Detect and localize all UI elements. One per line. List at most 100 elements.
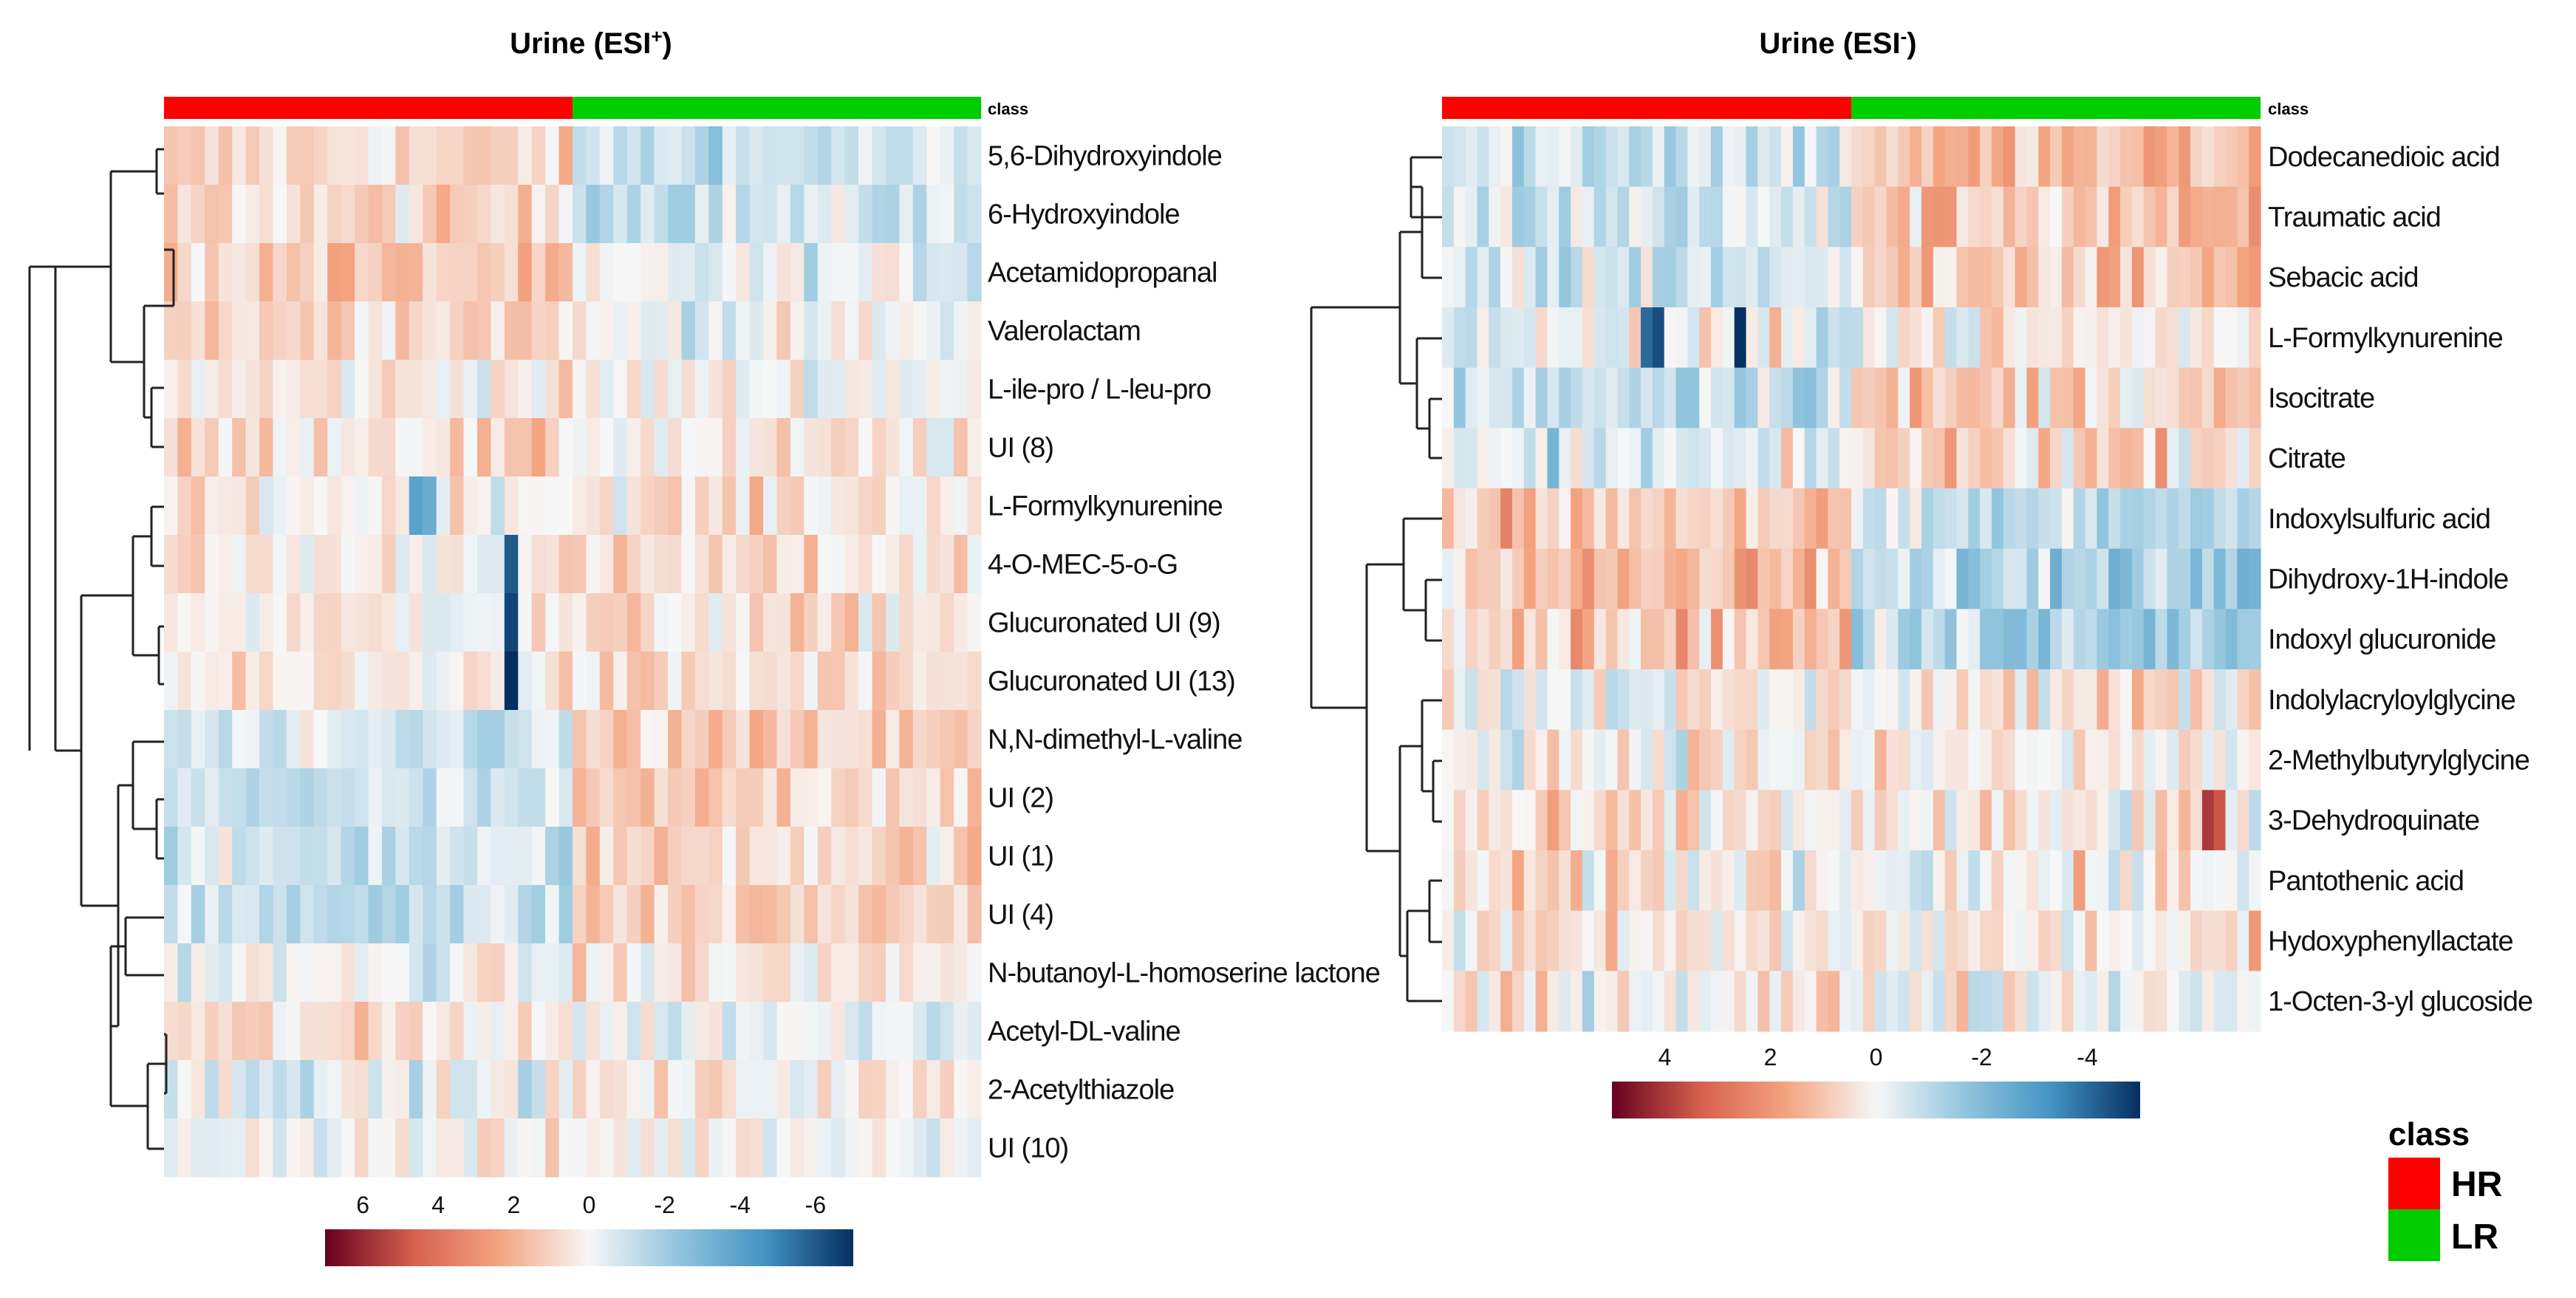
heatmap-cell (2179, 669, 2191, 731)
heatmap-cell (1571, 126, 1583, 188)
heatmap-cell (1593, 609, 1607, 670)
heatmap-cell (2038, 186, 2051, 247)
heatmap-cell (286, 652, 301, 711)
heatmap-cell (423, 1002, 437, 1061)
heatmap-cell (177, 418, 192, 477)
heatmap-cell (1746, 186, 1758, 247)
heatmap-cell (722, 476, 737, 536)
heatmap-cell (518, 360, 533, 419)
heatmap-cell (586, 185, 601, 244)
heatmap-cell (640, 943, 655, 1002)
heatmap-cell (2003, 850, 2016, 912)
heatmap-cell (1582, 186, 1595, 247)
heatmap-cell (681, 301, 696, 361)
heatmap-cell (1980, 307, 1992, 369)
heatmap-cell (1781, 367, 1794, 428)
heatmap-cell (640, 827, 655, 886)
heatmap-cell (1746, 548, 1758, 609)
heatmap-cell (491, 243, 505, 302)
heatmap-cell (327, 1118, 342, 1178)
color-scale-tick: 6 (356, 1192, 369, 1218)
heatmap-cell (286, 126, 301, 185)
heatmap-cell (899, 243, 914, 302)
heatmap-cell (2167, 186, 2179, 247)
heatmap-cell (436, 476, 451, 536)
heatmap-cell (2249, 428, 2261, 489)
heatmap-cell (899, 535, 914, 594)
heatmap-cell (463, 1118, 478, 1178)
heatmap-cell (259, 710, 274, 769)
heatmap-cell (1699, 910, 1712, 971)
heatmap-cell (436, 652, 451, 711)
heatmap-cell (1652, 548, 1665, 609)
heatmap-cell (368, 418, 383, 477)
heatmap-cell (722, 652, 737, 711)
heatmap-cell (2108, 488, 2121, 550)
heatmap-cell (1593, 850, 1607, 912)
heatmap-cell (817, 1002, 832, 1061)
heatmap-cell (1828, 910, 1840, 971)
heatmap-cell (2213, 971, 2227, 1032)
heatmap-cell (300, 943, 315, 1002)
heatmap-cell (1547, 428, 1559, 489)
heatmap-cell (2073, 126, 2086, 188)
heatmap-cell (558, 1118, 573, 1178)
color-scale-bar (325, 1229, 853, 1266)
heatmap-cell (954, 652, 968, 711)
heatmap-cell (2225, 186, 2238, 247)
heatmap-cell (273, 943, 287, 1002)
heatmap-cell (436, 535, 451, 594)
heatmap-cell (395, 768, 410, 827)
heatmap-cell (1699, 609, 1712, 670)
heatmap-cell (668, 885, 683, 944)
heatmap-cell (831, 418, 846, 477)
heatmap-cell (327, 885, 342, 944)
heatmap-cell (245, 1118, 260, 1178)
heatmap-cell (1629, 186, 1641, 247)
heatmap-cell (1547, 126, 1559, 188)
heatmap-cell (1699, 488, 1712, 550)
heatmap-cell (341, 652, 355, 711)
heatmap-cell (2143, 609, 2156, 670)
heatmap-cell (1477, 971, 1489, 1032)
heatmap-cell (518, 943, 533, 1002)
heatmap-cell (1477, 488, 1489, 550)
heatmap-cell (558, 943, 573, 1002)
heatmap-cell (2237, 609, 2249, 670)
heatmap-cell (327, 593, 342, 652)
heatmap-cell (409, 593, 423, 652)
heatmap-cell (1652, 729, 1665, 790)
heatmap-cell (259, 535, 274, 594)
heatmap-cell (1652, 790, 1665, 851)
heatmap-cell (1722, 247, 1735, 308)
heatmap-cell (586, 943, 601, 1002)
heatmap-cell (504, 360, 519, 419)
heatmap-cell (2143, 367, 2156, 428)
heatmap-cell (1816, 247, 1828, 308)
heatmap-cell (1828, 428, 1840, 489)
right-title-sup: - (1901, 25, 1907, 47)
heatmap-cell (1862, 488, 1876, 550)
heatmap-cell (1605, 488, 1619, 550)
heatmap-cell (273, 1118, 287, 1178)
heatmap-cell (1687, 488, 1700, 550)
heatmap-cell (599, 593, 614, 652)
heatmap-cell (1757, 910, 1770, 971)
heatmap-cell (940, 476, 954, 536)
heatmap-cell (2038, 850, 2051, 912)
heatmap-cell (586, 418, 601, 477)
heatmap-cell (423, 885, 437, 944)
heatmap-cell (722, 1060, 737, 1119)
heatmap-cell (286, 1002, 301, 1061)
row-label: 5,6-Dihydroxyindole (988, 141, 1222, 172)
heatmap-cell (858, 768, 873, 827)
heatmap-cell (2167, 729, 2179, 790)
row-label: 2-Acetylthiazole (988, 1075, 1174, 1106)
heatmap-cell (776, 885, 791, 944)
heatmap-cell (436, 1118, 451, 1178)
heatmap-cell (599, 185, 614, 244)
heatmap-cell (531, 126, 546, 185)
heatmap-cell (694, 593, 709, 652)
heatmap-cell (2143, 669, 2156, 731)
